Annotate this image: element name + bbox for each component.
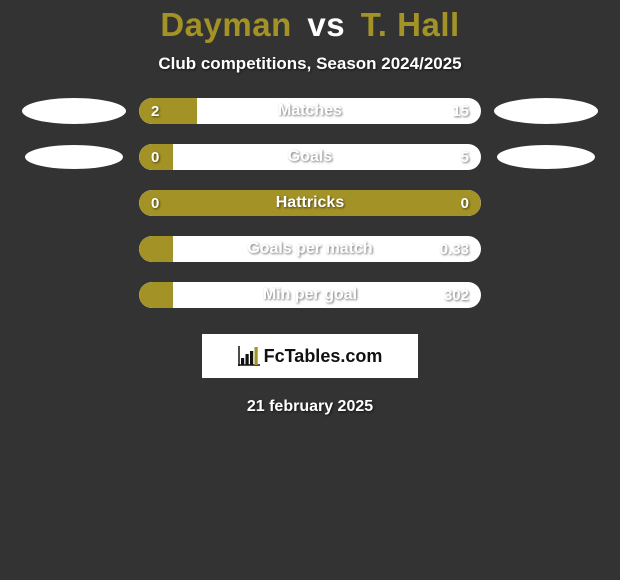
player-marker-left xyxy=(25,145,123,169)
comparison-card: Dayman vs T. Hall Club competitions, Sea… xyxy=(0,0,620,416)
stat-side-left xyxy=(9,145,139,169)
player-marker-right xyxy=(494,98,598,124)
stat-row: Goals per match0.33 xyxy=(0,236,620,262)
date-label: 21 february 2025 xyxy=(247,398,373,416)
stat-bar: 2Matches15 xyxy=(139,98,481,124)
stat-label: Goals xyxy=(139,144,481,170)
stat-label: Matches xyxy=(139,98,481,124)
title-player1: Dayman xyxy=(160,6,291,43)
stat-value-right: 5 xyxy=(461,144,469,170)
stat-value-right: 0 xyxy=(461,190,469,216)
logo-text: FcTables.com xyxy=(264,346,383,367)
title-player2: T. Hall xyxy=(361,6,460,43)
stat-row: 0Goals5 xyxy=(0,144,620,170)
stat-row: 0Hattricks0 xyxy=(0,190,620,216)
stat-label: Goals per match xyxy=(139,236,481,262)
title-vs: vs xyxy=(307,6,345,43)
player-marker-right xyxy=(497,145,595,169)
stat-side-right xyxy=(481,98,611,124)
subtitle: Club competitions, Season 2024/2025 xyxy=(0,54,620,74)
stat-value-right: 15 xyxy=(452,98,469,124)
logo-box[interactable]: FcTables.com xyxy=(202,334,418,378)
stat-bar: 0Hattricks0 xyxy=(139,190,481,216)
stat-label: Hattricks xyxy=(139,190,481,216)
bar-chart-icon xyxy=(238,346,260,366)
stat-bars: 2Matches150Goals50Hattricks0Goals per ma… xyxy=(0,98,620,308)
stat-bar: Min per goal302 xyxy=(139,282,481,308)
stat-value-right: 302 xyxy=(444,282,469,308)
stat-label: Min per goal xyxy=(139,282,481,308)
stat-row: Min per goal302 xyxy=(0,282,620,308)
page-title: Dayman vs T. Hall xyxy=(0,6,620,44)
stat-row: 2Matches15 xyxy=(0,98,620,124)
player-marker-left xyxy=(22,98,126,124)
stat-side-right xyxy=(481,145,611,169)
stat-bar: 0Goals5 xyxy=(139,144,481,170)
stat-bar: Goals per match0.33 xyxy=(139,236,481,262)
stat-value-right: 0.33 xyxy=(440,236,469,262)
stat-side-left xyxy=(9,98,139,124)
